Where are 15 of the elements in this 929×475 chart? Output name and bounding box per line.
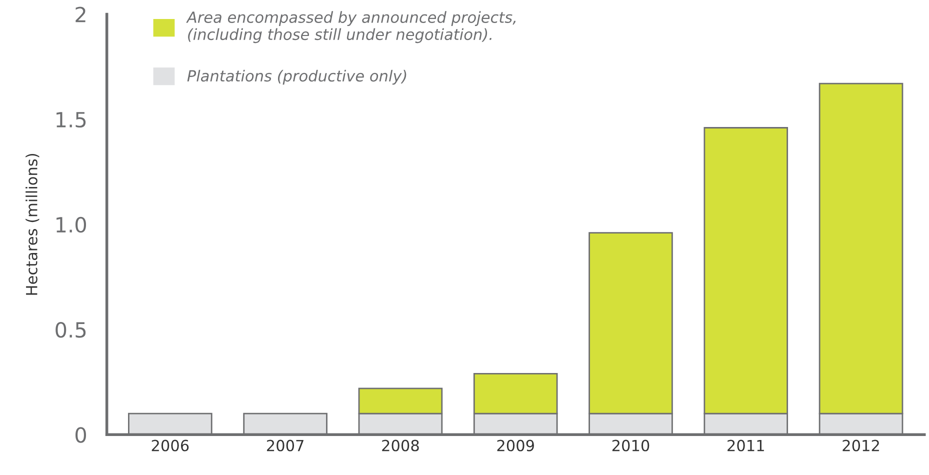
x-tick-label: 2011: [728, 440, 764, 452]
x-tick-label: 2012: [842, 440, 879, 452]
legend-label: Area encompassed by announced projects, (including those still under negotiation).: [186, 11, 516, 44]
y-tick-label: 0.5: [56, 322, 86, 338]
y-tick-label: 1.0: [56, 216, 86, 233]
y-tick-label: 1.5: [56, 112, 86, 128]
y-axis-title: Hectares (millions): [26, 154, 40, 295]
y-tick-label: 2: [76, 6, 86, 22]
x-tick-label: 2009: [497, 440, 534, 452]
x-tick-label: 2008: [382, 440, 419, 452]
x-tick-label: 2007: [266, 440, 304, 452]
legend-label: Plantations (productive only): [187, 70, 406, 85]
y-tick-label: 0: [76, 427, 86, 443]
x-tick-label: 2006: [152, 440, 189, 452]
x-tick-label: 2010: [612, 440, 650, 452]
